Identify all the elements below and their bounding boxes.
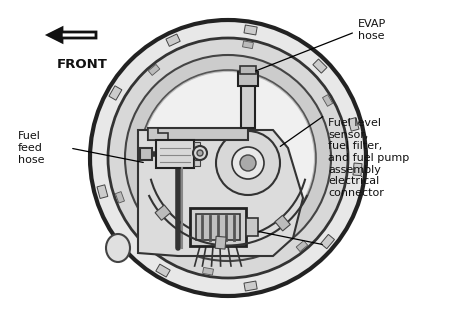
Bar <box>156 264 170 277</box>
Polygon shape <box>48 28 96 42</box>
Text: EVAP
hose: EVAP hose <box>358 19 386 41</box>
Bar <box>166 34 180 46</box>
Bar <box>109 86 122 100</box>
Bar <box>321 234 335 249</box>
Bar <box>202 267 213 275</box>
Bar <box>275 215 290 231</box>
Bar <box>215 236 226 249</box>
Polygon shape <box>138 130 303 256</box>
Circle shape <box>90 20 366 296</box>
Circle shape <box>193 146 207 160</box>
Bar <box>190 208 246 246</box>
Bar <box>313 59 327 73</box>
Bar <box>243 41 254 49</box>
Circle shape <box>216 131 280 195</box>
Circle shape <box>232 147 264 179</box>
Bar <box>156 140 194 168</box>
Bar <box>194 160 200 166</box>
Bar <box>238 72 258 86</box>
Circle shape <box>197 150 203 156</box>
Polygon shape <box>148 128 168 140</box>
Circle shape <box>142 72 314 244</box>
Polygon shape <box>48 28 62 42</box>
Bar <box>322 95 333 106</box>
Text: Fuel level
sensor,
fuel filter,
and fuel pump
assembly
electrical
connector: Fuel level sensor, fuel filter, and fuel… <box>328 118 409 198</box>
Bar <box>115 192 125 203</box>
Bar <box>148 64 160 75</box>
Ellipse shape <box>106 234 130 262</box>
Bar <box>246 218 258 236</box>
Bar <box>194 142 200 148</box>
Bar <box>244 281 257 291</box>
Bar <box>240 66 256 74</box>
Circle shape <box>108 38 348 278</box>
Bar <box>348 118 359 131</box>
Bar <box>353 163 362 176</box>
Text: Fuel
feed
hose: Fuel feed hose <box>18 132 45 165</box>
Circle shape <box>140 70 316 246</box>
Bar <box>155 205 171 220</box>
Circle shape <box>240 155 256 171</box>
Bar <box>241 73 255 128</box>
Bar <box>194 150 200 156</box>
Bar <box>196 214 240 240</box>
Text: FRONT: FRONT <box>56 58 108 72</box>
Bar <box>140 148 152 160</box>
Bar <box>97 185 108 198</box>
Bar <box>244 25 257 35</box>
Bar <box>148 128 248 140</box>
Circle shape <box>125 55 331 261</box>
Bar <box>296 241 308 252</box>
